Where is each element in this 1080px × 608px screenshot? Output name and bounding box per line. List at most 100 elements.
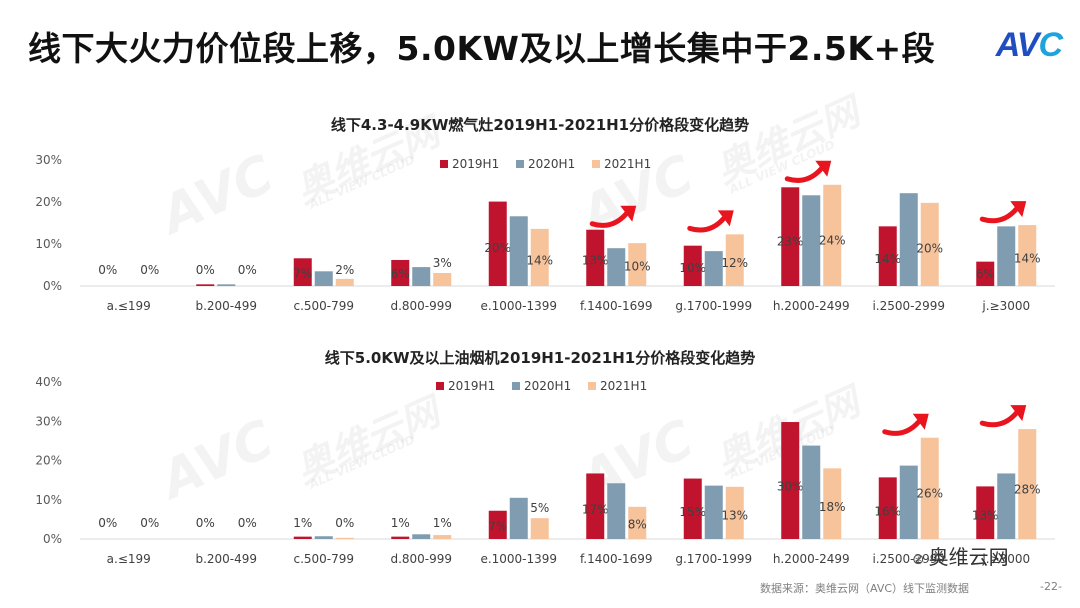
x-tick-label: g.1700-1999 [675,552,752,566]
bar-2020H1 [314,271,333,286]
x-tick-label: d.800-999 [390,299,452,313]
bar-2021H1 [530,228,549,286]
data-label-2021H1: 0% [140,516,159,530]
data-label-2021H1: 1% [433,516,452,530]
legend-label-2019H1: 2019H1 [452,157,499,171]
x-tick-label: c.500-799 [293,299,354,313]
bar-2020H1 [314,536,333,539]
trend-arrow-head [620,205,637,222]
data-label-2021H1: 24% [819,233,846,247]
data-label-2021H1: 20% [916,242,943,256]
wechat-name: 奥维云网 [928,545,1009,569]
x-tick-label: h.2000-2499 [773,299,850,313]
y-tick-label: 30% [35,414,62,428]
bar-2019H1 [488,201,507,286]
data-label-2019H1: 17% [582,503,609,517]
data-label-2019H1: 15% [679,505,706,519]
data-label-2021H1: 0% [238,263,257,277]
data-label-2019H1: 10% [679,261,706,275]
bar-2021H1 [920,437,939,539]
data-label-2019H1: 6% [391,267,410,281]
data-label-2021H1: 0% [140,263,159,277]
bar-2021H1 [920,202,939,286]
trend-arrow-shaft [687,215,727,233]
data-label-2021H1: 13% [721,509,748,523]
trend-arrow-shaft [784,166,824,183]
bar-2019H1 [683,478,702,539]
bar-2021H1 [530,518,549,539]
data-label-2021H1: 28% [1014,483,1041,497]
trend-arrow-head [912,413,929,430]
bar-2019H1 [586,229,605,286]
chart1-title: 线下4.3-4.9KW燃气灶2019H1-2021H1分价格段变化趋势 [330,116,750,134]
trend-arrow-shaft [979,206,1019,224]
bar-2021H1 [823,468,842,539]
chart1-plot: 0% 10% 20% 30% 2019H1 2020H1 2021H1 0% 0% a.≤199 0… [35,153,1055,313]
x-tick-label: a.≤199 [107,552,151,566]
x-tick-label: e.1000-1399 [480,552,557,566]
x-tick-label: e.1000-1399 [480,299,557,313]
bar-2020H1 [412,267,431,286]
wechat-account: ⊛ 奥维云网 [912,541,1009,570]
x-tick-label: c.500-799 [293,552,354,566]
bar-2020H1 [997,226,1016,286]
x-tick-label: i.2500-2999 [872,552,945,566]
legend-swatch-2021H1 [592,160,600,168]
y-tick-label: 20% [35,195,62,209]
y-tick-label: 0% [43,279,62,293]
bar-2019H1 [391,259,410,286]
bar-2019H1 [878,226,897,286]
data-label-2019H1: 0% [98,516,117,530]
data-label-2019H1: 0% [196,516,215,530]
bar-2021H1 [628,243,647,286]
trend-arrow-shaft [589,211,629,228]
x-tick-label: a.≤199 [107,299,151,313]
data-label-2019H1: 0% [98,263,117,277]
trend-arrow-shaft [882,419,922,436]
data-label-2019H1: 1% [391,516,410,530]
data-label-2021H1: 10% [624,260,651,274]
legend-swatch-2021H1 [588,382,596,390]
trend-arrow-head [1010,201,1027,218]
bar-2021H1 [1018,225,1037,286]
avc-logo: AVC [996,26,1063,65]
bar-2019H1 [488,510,507,539]
data-label-2019H1: 16% [874,504,901,518]
trend-arrow-shaft [979,410,1019,428]
source-note: 数据来源：奥维云网（AVC）线下监测数据 [760,582,970,595]
bar-2021H1 [433,272,452,286]
bar-2019H1 [976,261,995,286]
bar-2021H1 [725,234,744,286]
x-tick-label: h.2000-2499 [773,552,850,566]
bar-2019H1 [976,486,995,539]
x-tick-label: g.1700-1999 [675,299,752,313]
x-tick-label: f.1400-1699 [580,552,653,566]
x-tick-label: f.1400-1699 [580,299,653,313]
trend-arrow-icon [784,160,832,183]
x-tick-label: j.≥3000 [981,299,1030,313]
legend-swatch-2020H1 [512,382,520,390]
data-label-2019H1: 6% [976,267,995,281]
bar-2020H1 [217,284,236,286]
data-label-2021H1: 0% [238,516,257,530]
wechat-icon: ⊛ [912,550,925,568]
x-tick-label: i.2500-2999 [872,299,945,313]
trend-arrow-icon [589,205,637,228]
bar-2019H1 [391,536,410,539]
trend-arrow-head [717,210,734,227]
chart2-title: 线下5.0KW及以上油烟机2019H1-2021H1分价格段变化趋势 [324,349,756,367]
bar-2020H1 [509,216,528,286]
trend-arrow-icon [687,210,734,233]
legend-label-2020H1: 2020H1 [524,379,571,393]
bar-2019H1 [586,473,605,539]
data-label-2019H1: 13% [972,508,999,522]
bar-2021H1 [1018,429,1037,539]
page-number: -22- [1040,580,1062,593]
data-label-2021H1: 18% [819,500,846,514]
bar-2020H1 [412,534,431,539]
bar-2019H1 [781,187,800,286]
trend-arrow-icon [979,201,1027,224]
data-label-2019H1: 20% [484,241,511,255]
bar-2021H1 [335,278,354,286]
x-tick-label: d.800-999 [390,552,452,566]
